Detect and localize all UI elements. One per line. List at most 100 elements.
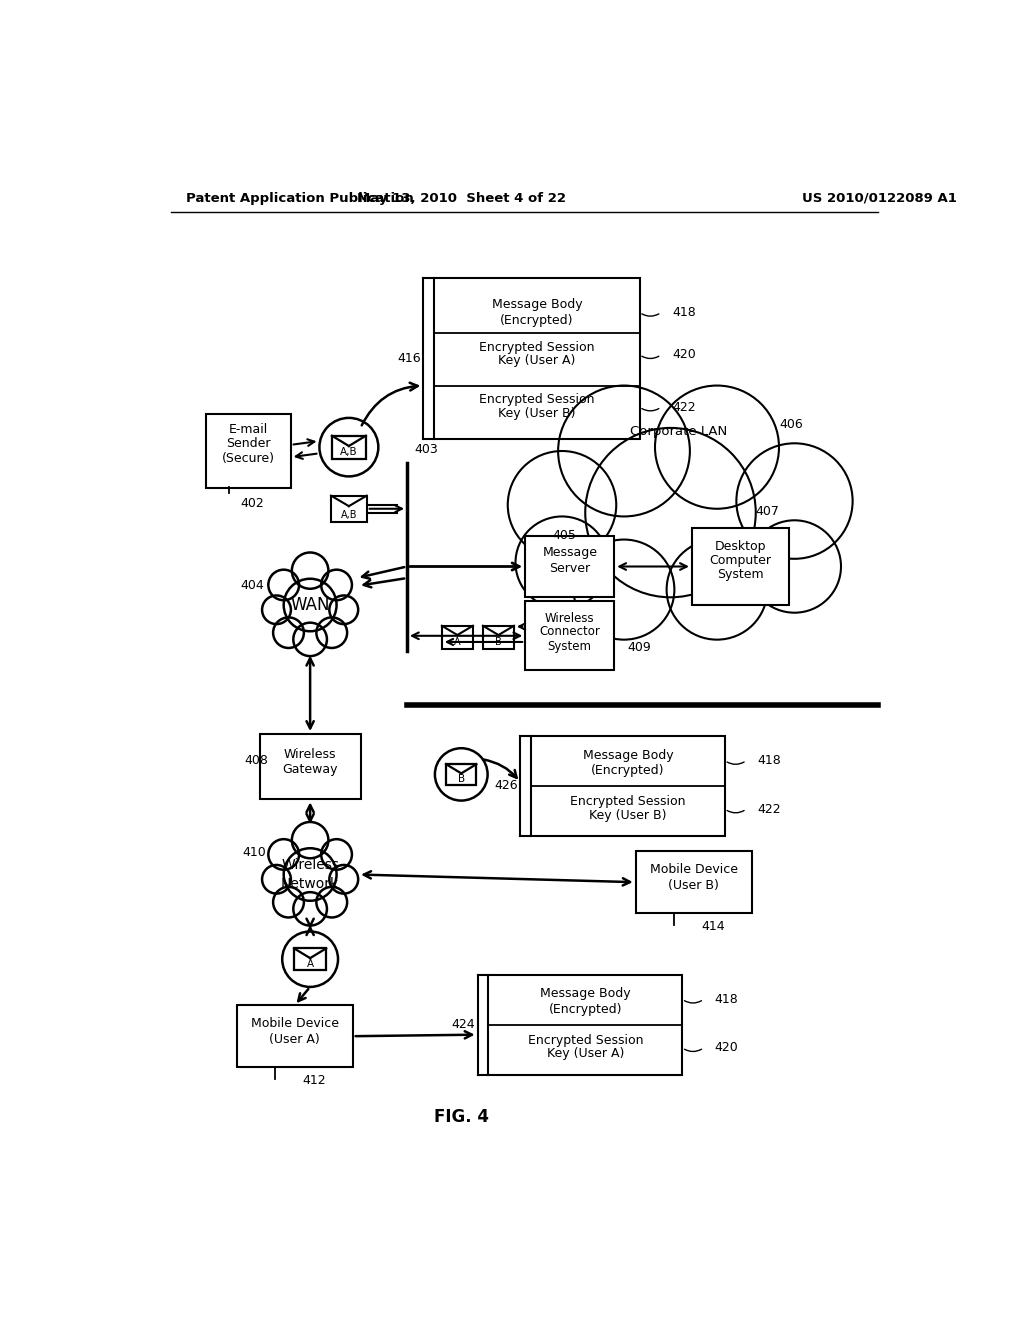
Text: 407: 407: [756, 504, 779, 517]
Circle shape: [293, 892, 327, 925]
Circle shape: [268, 840, 299, 870]
Text: 414: 414: [701, 920, 725, 933]
Text: 403: 403: [415, 444, 438, 455]
Text: 418: 418: [758, 754, 781, 767]
Text: Connector: Connector: [540, 626, 600, 639]
Text: 422: 422: [672, 400, 695, 413]
Bar: [434, 277, 640, 440]
Text: A,B: A,B: [341, 510, 357, 520]
Text: Message Body: Message Body: [492, 298, 582, 312]
Bar: [636, 851, 752, 913]
Text: 418: 418: [672, 306, 695, 319]
Circle shape: [319, 418, 378, 477]
Text: 420: 420: [715, 1041, 738, 1055]
Text: 424: 424: [452, 1018, 475, 1031]
Text: Corporate LAN: Corporate LAN: [630, 425, 727, 438]
Circle shape: [508, 451, 616, 558]
Circle shape: [284, 578, 337, 631]
Bar: [525, 536, 614, 597]
Text: 410: 410: [242, 846, 265, 859]
Text: US 2010/0122089 A1: US 2010/0122089 A1: [802, 191, 957, 205]
Text: Key (User A): Key (User A): [498, 354, 575, 367]
Circle shape: [558, 385, 690, 516]
Bar: [446, 764, 476, 784]
Text: Message Body: Message Body: [583, 748, 673, 762]
Text: Network: Network: [281, 876, 339, 891]
Circle shape: [330, 865, 358, 894]
Text: Key (User B): Key (User B): [589, 809, 667, 822]
Circle shape: [283, 932, 338, 987]
Circle shape: [284, 849, 337, 900]
Bar: [260, 734, 360, 800]
Bar: [331, 496, 367, 521]
Text: Encrypted Session: Encrypted Session: [479, 393, 595, 407]
Text: Wireless: Wireless: [545, 612, 595, 626]
Text: B: B: [495, 638, 502, 647]
Circle shape: [292, 553, 329, 589]
Text: Wireless: Wireless: [282, 858, 339, 873]
Circle shape: [292, 822, 329, 858]
Text: 418: 418: [715, 993, 738, 1006]
Text: B: B: [458, 774, 465, 784]
Circle shape: [435, 748, 487, 800]
Text: 422: 422: [758, 803, 781, 816]
Text: (User B): (User B): [669, 879, 719, 892]
Text: Desktop: Desktop: [715, 540, 766, 553]
Text: System: System: [548, 640, 592, 653]
Text: Encrypted Session: Encrypted Session: [570, 795, 686, 808]
Text: Message: Message: [543, 546, 597, 560]
Text: Mobile Device: Mobile Device: [650, 863, 737, 876]
Text: May 13, 2010  Sheet 4 of 22: May 13, 2010 Sheet 4 of 22: [356, 191, 565, 205]
Circle shape: [322, 570, 352, 601]
Text: 412: 412: [302, 1074, 326, 1088]
Text: 406: 406: [779, 417, 803, 430]
Bar: [442, 626, 473, 649]
Text: 408: 408: [245, 754, 268, 767]
Text: E-mail: E-mail: [228, 422, 267, 436]
Circle shape: [273, 887, 304, 917]
Text: 420: 420: [672, 348, 695, 362]
Text: Mobile Device: Mobile Device: [251, 1018, 339, 1031]
Bar: [531, 737, 725, 836]
Circle shape: [655, 385, 779, 508]
Bar: [525, 601, 614, 671]
Circle shape: [667, 540, 767, 640]
Text: A: A: [454, 638, 461, 647]
Text: System: System: [717, 568, 764, 581]
Text: (User A): (User A): [269, 1032, 319, 1045]
Text: Encrypted Session: Encrypted Session: [527, 1034, 643, 1047]
Text: 405: 405: [552, 529, 575, 543]
Circle shape: [586, 428, 756, 597]
Text: 402: 402: [241, 496, 264, 510]
Text: 426: 426: [495, 779, 518, 792]
Text: 416: 416: [397, 352, 421, 366]
Text: Message Body: Message Body: [540, 987, 631, 1001]
Circle shape: [293, 623, 327, 656]
Circle shape: [330, 595, 358, 624]
Text: (Secure): (Secure): [221, 453, 274, 465]
Text: Key (User A): Key (User A): [547, 1047, 624, 1060]
Circle shape: [316, 887, 347, 917]
Text: 409: 409: [628, 640, 651, 653]
Circle shape: [573, 540, 675, 640]
Bar: [332, 436, 366, 458]
Text: Key (User B): Key (User B): [498, 407, 575, 420]
Circle shape: [262, 865, 291, 894]
Text: FIG. 4: FIG. 4: [434, 1107, 488, 1126]
Circle shape: [316, 618, 347, 648]
Text: WAN: WAN: [291, 597, 330, 614]
Text: (Encrypted): (Encrypted): [591, 764, 665, 777]
Bar: [692, 528, 788, 605]
Circle shape: [322, 840, 352, 870]
Text: A,B: A,B: [340, 447, 357, 457]
Circle shape: [268, 570, 299, 601]
Circle shape: [736, 444, 853, 558]
Bar: [237, 1006, 352, 1067]
Text: Server: Server: [549, 561, 590, 574]
Bar: [294, 948, 327, 970]
Text: Sender: Sender: [226, 437, 270, 450]
Bar: [483, 626, 514, 649]
Circle shape: [515, 516, 608, 609]
Text: Wireless: Wireless: [284, 748, 336, 760]
Bar: [206, 414, 291, 487]
